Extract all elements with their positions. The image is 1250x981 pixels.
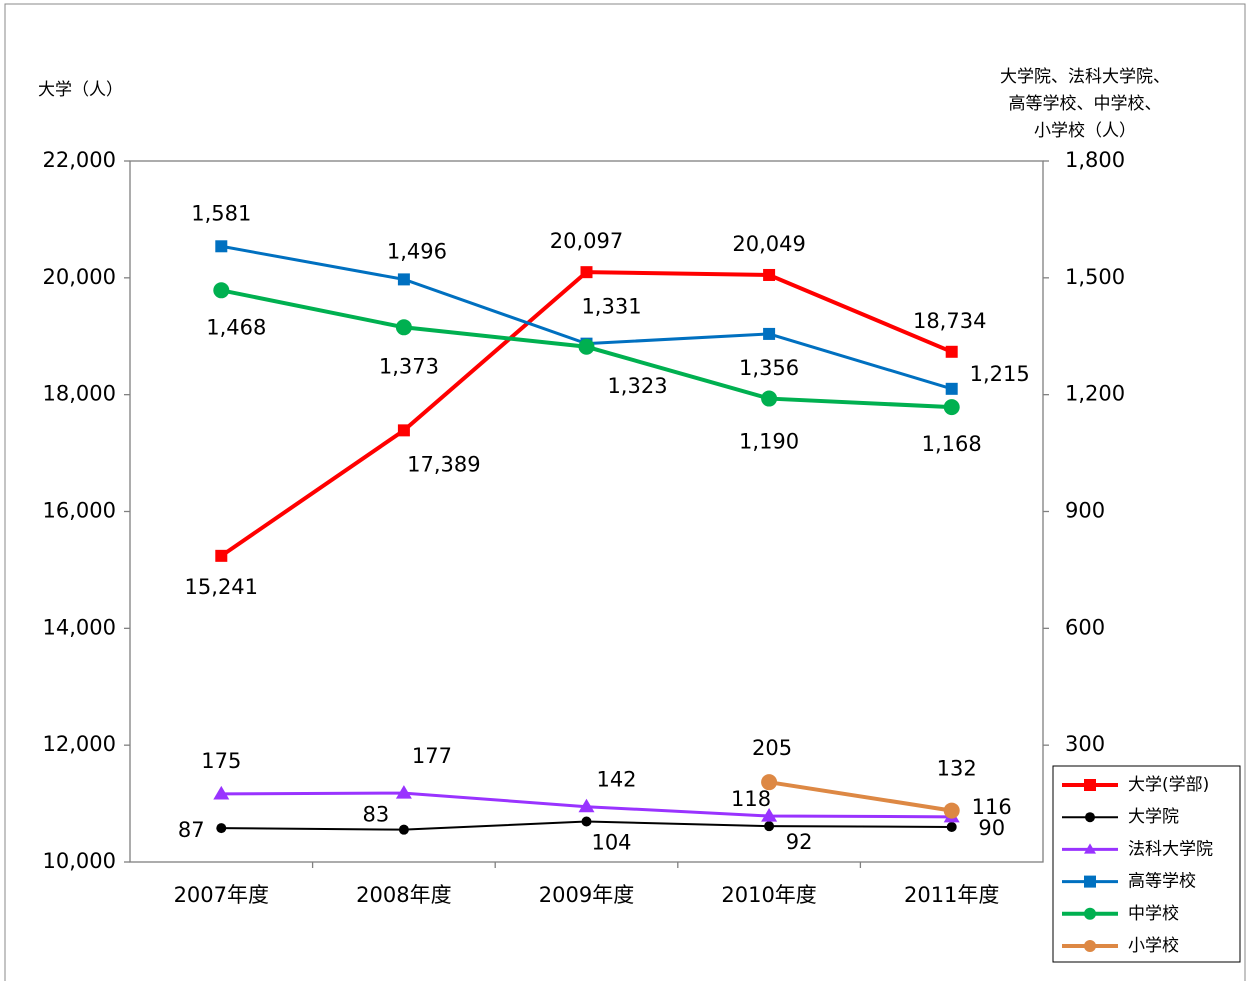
legend-label: 大学(学部) — [1128, 775, 1209, 795]
y2-tick-label: 1,500 — [1065, 265, 1125, 289]
legend-box — [1052, 765, 1241, 963]
y2-axis-title: 大学院、法科大学院、 — [1000, 67, 1170, 87]
data-label: 142 — [596, 768, 636, 792]
data-label: 1,468 — [206, 315, 266, 339]
data-point — [578, 798, 595, 813]
data-label: 83 — [363, 803, 390, 827]
data-point — [398, 824, 409, 835]
y2-axis-title: 小学校（人） — [1034, 121, 1136, 141]
data-point — [578, 338, 595, 355]
data-label: 18,734 — [913, 309, 986, 333]
y-axis-title: 大学（人） — [38, 80, 123, 100]
x-tick-label: 2010年度 — [721, 883, 816, 907]
frame — [4, 3, 1246, 981]
data-label: 90 — [978, 816, 1005, 840]
data-label: 20,049 — [732, 232, 805, 256]
data-point — [215, 240, 228, 253]
legend-label: 小学校 — [1128, 936, 1179, 956]
data-point — [213, 785, 230, 800]
data-point — [946, 821, 957, 832]
data-label: 1,356 — [739, 356, 799, 380]
data-point — [395, 319, 412, 336]
data-point — [581, 816, 592, 827]
data-label: 205 — [752, 736, 792, 760]
data-point — [215, 549, 228, 562]
data-label: 1,168 — [922, 432, 982, 456]
data-label: 15,241 — [185, 575, 258, 599]
data-label: 1,581 — [191, 201, 251, 225]
legend-label: 高等学校 — [1128, 872, 1196, 892]
data-point — [761, 808, 778, 822]
legend-marker — [1084, 940, 1096, 952]
data-point — [397, 424, 410, 437]
data-point — [761, 774, 778, 791]
y2-axis-title: 高等学校、中学校、 — [1009, 94, 1162, 114]
y2-tick-label: 600 — [1065, 615, 1105, 639]
x-tick-label: 2007年度 — [174, 883, 269, 907]
legend-marker — [1084, 843, 1096, 854]
legend-label: 法科大学院 — [1128, 839, 1213, 859]
data-label: 1,373 — [379, 354, 439, 378]
y-tick-label: 16,000 — [43, 499, 116, 523]
data-label: 20,097 — [550, 229, 623, 253]
y2-tick-label: 300 — [1065, 732, 1105, 756]
y2-tick-label: 900 — [1065, 499, 1105, 523]
x-tick-label: 2011年度 — [904, 883, 999, 907]
data-label: 175 — [201, 749, 241, 773]
data-label: 118 — [731, 787, 771, 811]
y2-tick-label: 1,200 — [1065, 382, 1125, 406]
y-tick-label: 22,000 — [43, 148, 116, 172]
data-point — [213, 282, 230, 299]
legend-marker — [1084, 875, 1096, 888]
data-point — [943, 802, 960, 819]
y-tick-label: 12,000 — [43, 732, 116, 756]
y2-tick-label: 1,800 — [1065, 148, 1125, 172]
data-point — [763, 268, 776, 281]
legend-label: 中学校 — [1128, 904, 1179, 924]
data-label: 132 — [937, 757, 977, 781]
data-label: 1,323 — [607, 374, 667, 398]
data-label: 17,389 — [407, 452, 480, 476]
legend-label: 大学院 — [1128, 807, 1179, 827]
data-label: 1,215 — [970, 362, 1030, 386]
x-tick-label: 2008年度 — [356, 883, 451, 907]
data-label: 177 — [412, 744, 452, 768]
data-label: 116 — [972, 795, 1012, 819]
data-label: 1,331 — [581, 295, 641, 319]
data-point — [397, 273, 410, 286]
legend-marker — [1084, 907, 1096, 920]
data-label: 92 — [786, 830, 813, 854]
data-point — [945, 345, 958, 358]
legend-marker — [1084, 779, 1096, 791]
series-line — [768, 780, 953, 813]
data-label: 1,190 — [739, 430, 799, 454]
data-point — [395, 785, 412, 799]
data-label: 104 — [591, 830, 631, 854]
y-tick-label: 14,000 — [43, 615, 116, 639]
y-tick-label: 18,000 — [43, 382, 116, 406]
data-point — [761, 390, 778, 407]
data-label: 87 — [178, 818, 205, 842]
data-point — [216, 823, 227, 834]
y-tick-label: 10,000 — [43, 849, 116, 873]
data-point — [943, 399, 960, 416]
y-tick-label: 20,000 — [43, 265, 116, 289]
data-label: 1,496 — [387, 239, 447, 263]
data-point — [580, 266, 593, 279]
plot-area — [129, 160, 1044, 863]
x-tick-label: 2009年度 — [539, 883, 634, 907]
legend-marker — [1085, 812, 1095, 823]
data-point — [945, 382, 958, 395]
data-point — [763, 327, 776, 340]
data-point — [764, 821, 775, 832]
